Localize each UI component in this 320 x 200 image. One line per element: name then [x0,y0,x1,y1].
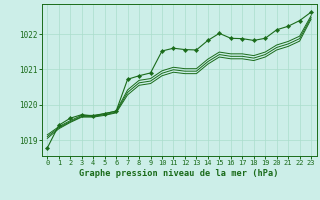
X-axis label: Graphe pression niveau de la mer (hPa): Graphe pression niveau de la mer (hPa) [79,169,279,178]
